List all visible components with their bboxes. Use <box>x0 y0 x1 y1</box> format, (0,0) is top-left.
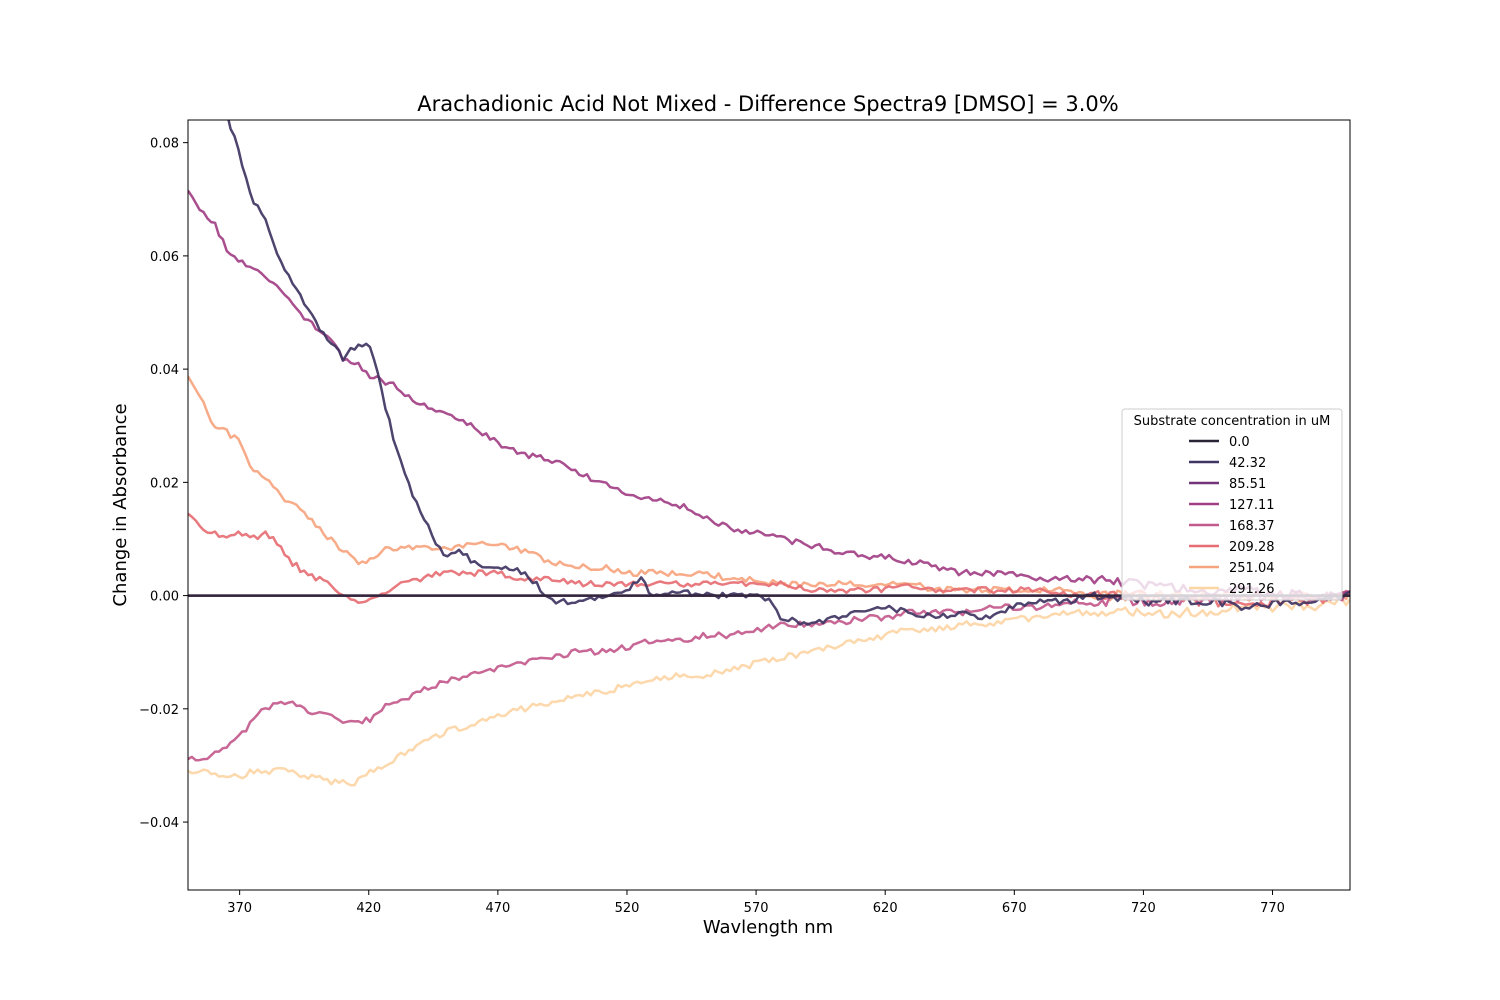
legend-label: 127.11 <box>1229 498 1275 513</box>
series-line-291.26 <box>188 597 1350 787</box>
legend-entries: 0.0 42.32 85.51 127.11 168.37 209.28 251.04 291… <box>1189 435 1275 597</box>
y-tick-label: 0.04 <box>150 363 179 378</box>
x-tick-label: 620 <box>873 901 898 916</box>
legend-box <box>1121 408 1343 601</box>
plot-frame <box>187 119 1351 891</box>
y-tick-label: 0.06 <box>150 250 179 265</box>
legend-label: 168.37 <box>1229 519 1275 534</box>
chart-title: Arachadionic Acid Not Mixed - Difference… <box>417 92 1118 116</box>
y-axis-label: Change in Absorbance <box>110 403 131 606</box>
y-axis: −0.04 −0.02 0.00 0.02 0.04 0.06 0.08 <box>139 137 188 831</box>
x-tick-label: 370 <box>227 901 252 916</box>
legend-label: 251.04 <box>1229 561 1275 576</box>
x-tick-label: 420 <box>356 901 381 916</box>
legend-label: 0.0 <box>1229 435 1250 450</box>
legend-label: 42.32 <box>1229 456 1266 471</box>
y-tick-label: 0.02 <box>150 476 179 491</box>
y-tick-label: −0.04 <box>139 816 179 831</box>
legend-label: 291.26 <box>1229 582 1275 597</box>
legend: Substrate concentration in uM 0.0 42.32 85… <box>1121 408 1343 601</box>
y-tick-label: 0.00 <box>150 590 179 605</box>
series-line-168.37 <box>188 589 1350 762</box>
x-tick-label: 670 <box>1002 901 1027 916</box>
y-tick-label: 0.08 <box>150 137 179 152</box>
x-tick-label: 770 <box>1260 901 1285 916</box>
x-tick-label: 570 <box>744 901 769 916</box>
series-line-42.32 <box>227 120 1350 626</box>
x-axis: 370 420 470 520 570 620 670 720 770 <box>227 890 1285 916</box>
legend-label: 85.51 <box>1229 477 1266 492</box>
legend-label: 209.28 <box>1229 540 1275 555</box>
x-axis-label: Wavlength nm <box>703 917 833 938</box>
x-tick-label: 720 <box>1131 901 1156 916</box>
legend-title: Substrate concentration in uM <box>1134 414 1331 429</box>
x-tick-label: 470 <box>485 901 510 916</box>
y-tick-label: −0.02 <box>139 703 179 718</box>
x-tick-label: 520 <box>615 901 640 916</box>
